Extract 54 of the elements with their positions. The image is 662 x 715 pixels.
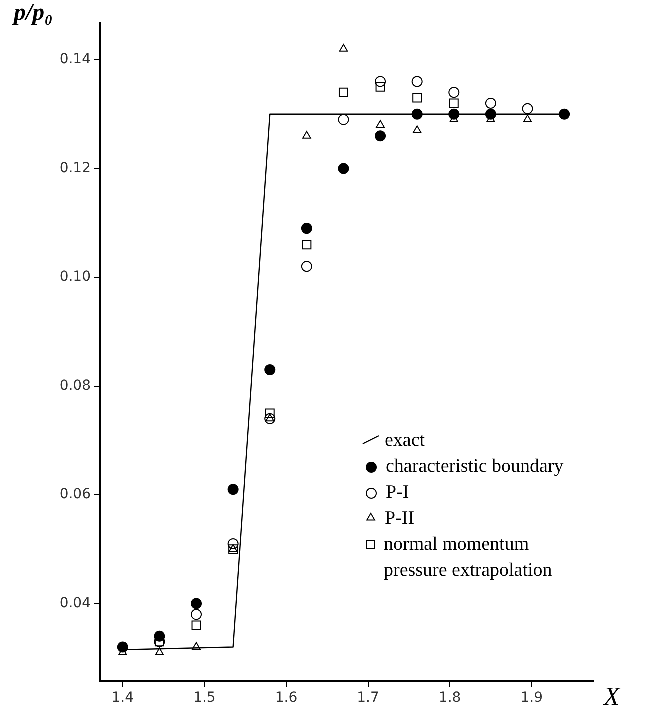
point [375,130,386,142]
point [412,108,423,120]
point [339,44,348,52]
point [523,114,532,123]
point [412,93,422,103]
y-tick-label: 0.12 [60,160,91,176]
point [376,82,386,92]
point [559,108,570,120]
legend-label: P-II [385,507,415,531]
point [302,240,312,250]
legend-label: exact [385,429,426,453]
x-tick-label: 1.4 [112,690,134,706]
x-tick-label: 1.9 [520,690,543,706]
y-axis-title: p/p₀ [14,0,54,27]
point [412,76,423,88]
point [302,131,312,139]
x-tick-label: 1.6 [275,690,298,706]
point [228,538,239,550]
y-tick-label: 0.04 [60,595,92,612]
x-tick-label: 1.7 [357,690,380,706]
point [449,98,459,108]
point [264,364,276,376]
x-tick-label: 1.5 [194,690,216,706]
point [301,261,312,272]
point [228,484,239,496]
y-tick-label: 0.14 [60,52,92,68]
point [264,413,276,424]
point [192,620,202,630]
point [485,98,496,109]
point [265,408,275,418]
point [412,126,422,134]
x-tick-label: 1.8 [438,690,462,706]
point [117,642,128,653]
point [338,114,350,126]
legend-label: characteristic boundary [386,455,564,479]
point [338,88,348,98]
point [266,414,275,422]
point [155,648,164,656]
point [376,120,385,128]
point [191,609,202,620]
legend-label: P-I [386,481,410,505]
point [338,163,350,174]
point [301,223,312,234]
point [522,103,534,114]
point [448,87,460,98]
y-tick-label: 0.10 [60,269,91,286]
y-tick-label: 0.06 [60,486,92,503]
legend-label: normal momentum pressure extrapolation [384,533,554,583]
point [375,76,386,88]
x-axis-title: X [604,682,620,712]
point [192,642,201,650]
point [154,630,166,642]
y-tick-label: 0.08 [60,378,91,394]
point [191,598,202,610]
